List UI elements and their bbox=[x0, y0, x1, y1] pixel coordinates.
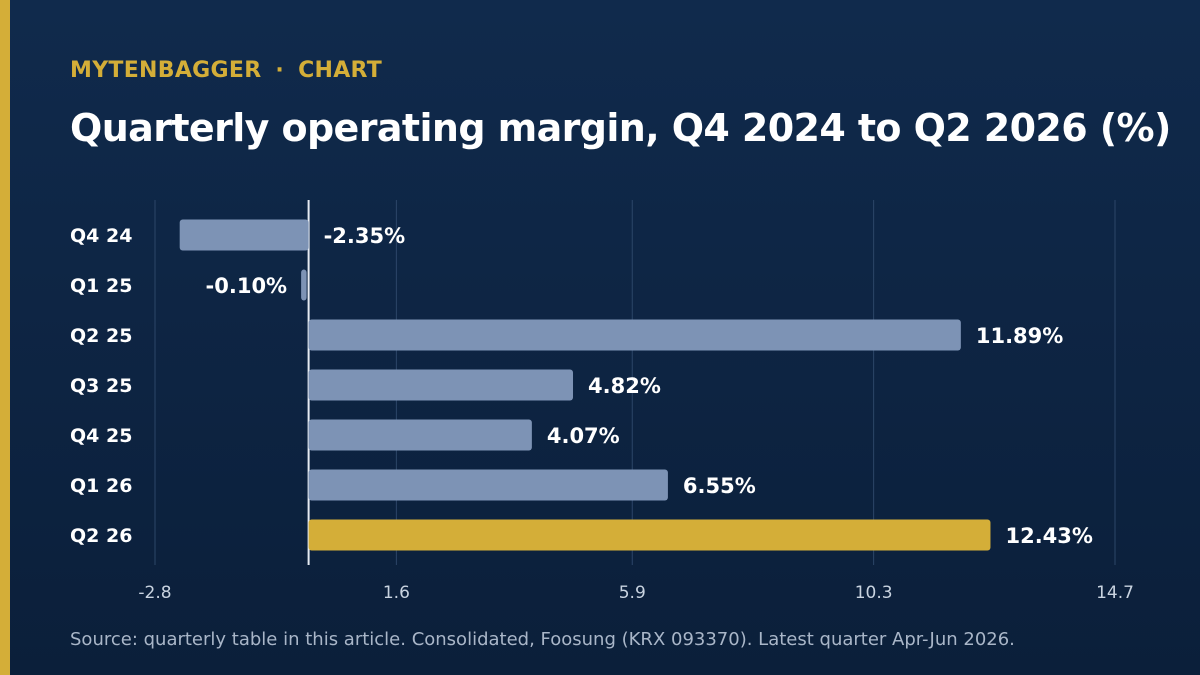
category-label: Q1 25 bbox=[70, 275, 132, 297]
x-tick-label: 14.7 bbox=[1096, 583, 1134, 603]
accent-bar bbox=[0, 0, 10, 675]
bar bbox=[308, 469, 668, 501]
kicker-separator: · bbox=[275, 58, 285, 83]
kicker-section: CHART bbox=[298, 58, 383, 83]
bar bbox=[308, 519, 991, 551]
category-label: Q4 24 bbox=[70, 225, 132, 247]
x-tick-label: 10.3 bbox=[855, 583, 893, 603]
kicker: MYTENBAGGER · CHART bbox=[70, 58, 382, 83]
value-label: 11.89% bbox=[976, 324, 1063, 348]
value-label: -0.10% bbox=[206, 274, 288, 298]
kicker-brand: MYTENBAGGER bbox=[70, 58, 262, 83]
category-label: Q2 26 bbox=[70, 525, 132, 547]
value-label: 4.07% bbox=[547, 424, 620, 448]
bar bbox=[301, 269, 307, 301]
source-note: Source: quarterly table in this article.… bbox=[70, 629, 1015, 650]
value-label: 4.82% bbox=[588, 374, 661, 398]
category-label: Q3 25 bbox=[70, 375, 132, 397]
category-label: Q4 25 bbox=[70, 425, 132, 447]
bar bbox=[308, 369, 574, 401]
x-tick-label: -2.8 bbox=[138, 583, 171, 603]
x-tick-label: 5.9 bbox=[619, 583, 646, 603]
bar bbox=[308, 419, 532, 451]
value-label: -2.35% bbox=[324, 224, 406, 248]
category-label: Q2 25 bbox=[70, 325, 132, 347]
x-tick-label: 1.6 bbox=[383, 583, 410, 603]
value-label: 6.55% bbox=[683, 474, 756, 498]
bar bbox=[308, 319, 961, 351]
chart-title: Quarterly operating margin, Q4 2024 to Q… bbox=[70, 106, 1171, 150]
category-label: Q1 26 bbox=[70, 475, 132, 497]
value-label: 12.43% bbox=[1005, 524, 1092, 548]
bar bbox=[179, 219, 309, 251]
